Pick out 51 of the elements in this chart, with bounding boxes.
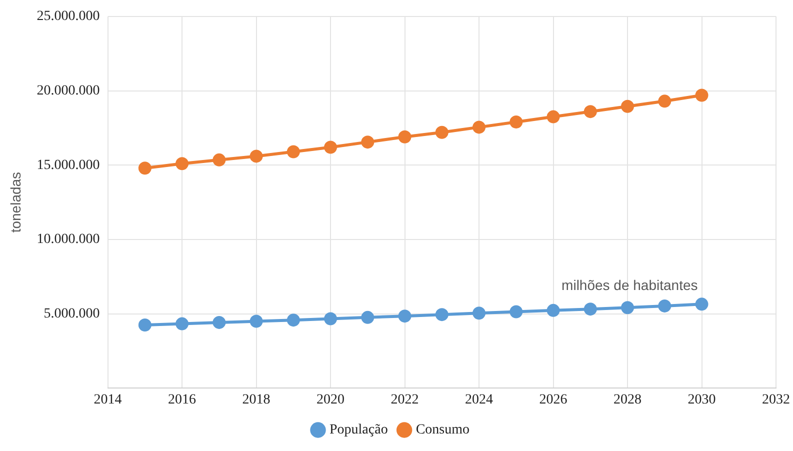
x-tick-label: 2024 xyxy=(465,392,494,408)
point xyxy=(138,162,152,175)
legend-label: Consumo xyxy=(416,422,470,438)
y-tick-label: 10.000.000 xyxy=(36,232,100,248)
x-tick-label: 2026 xyxy=(539,392,568,408)
point xyxy=(621,100,634,113)
point xyxy=(584,302,597,316)
point xyxy=(398,310,412,323)
point xyxy=(472,306,486,320)
x-tick-label: 2032 xyxy=(762,392,790,408)
point xyxy=(212,316,226,329)
point xyxy=(472,120,486,134)
point xyxy=(510,115,523,128)
point xyxy=(546,110,560,124)
x-tick-label: 2028 xyxy=(614,392,642,408)
point xyxy=(286,145,300,158)
point xyxy=(286,314,300,327)
y-tick-label: 15.000.000 xyxy=(36,158,100,173)
point xyxy=(324,312,338,326)
x-tick-label: 2020 xyxy=(316,392,345,408)
point xyxy=(324,140,338,154)
point xyxy=(695,298,708,311)
y-axis-title: toneladas xyxy=(7,172,24,233)
point xyxy=(361,310,374,324)
y-tick-label: 20.000.000 xyxy=(36,83,100,98)
x-tick-label: 2016 xyxy=(168,392,196,408)
legend-label: População xyxy=(330,422,388,438)
point xyxy=(138,318,152,332)
x-tick-label: 2018 xyxy=(242,392,270,408)
point xyxy=(546,304,560,317)
x-tick-label: 2014 xyxy=(94,392,122,408)
x-tick-label: 2022 xyxy=(390,392,419,408)
point xyxy=(176,317,189,330)
point xyxy=(658,299,672,312)
point xyxy=(250,150,263,163)
point xyxy=(435,126,448,139)
point xyxy=(250,314,263,328)
point xyxy=(398,130,412,144)
point xyxy=(584,105,597,118)
point xyxy=(621,301,634,314)
annotation: milhões de habitantes xyxy=(562,277,698,294)
y-tick-label: 5.000.000 xyxy=(44,306,100,322)
point xyxy=(510,305,523,318)
point xyxy=(176,157,189,170)
point xyxy=(361,136,374,149)
point xyxy=(435,308,448,322)
point xyxy=(212,153,226,166)
point xyxy=(695,88,708,102)
y-tick-label: 25.000.000 xyxy=(36,9,100,24)
point xyxy=(658,94,672,108)
x-tick-label: 2030 xyxy=(688,392,716,408)
